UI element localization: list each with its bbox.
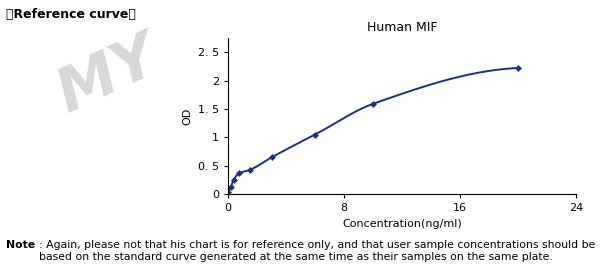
Text: : Again, please not that his chart is for reference only, and that user sample c: : Again, please not that his chart is fo… bbox=[39, 240, 595, 262]
Text: MY: MY bbox=[48, 27, 168, 124]
Y-axis label: OD: OD bbox=[182, 107, 192, 125]
Text: Note: Note bbox=[6, 240, 35, 250]
Text: 【Reference curve】: 【Reference curve】 bbox=[6, 8, 136, 21]
Title: Human MIF: Human MIF bbox=[367, 21, 437, 34]
X-axis label: Concentration(ng/ml): Concentration(ng/ml) bbox=[342, 219, 462, 229]
